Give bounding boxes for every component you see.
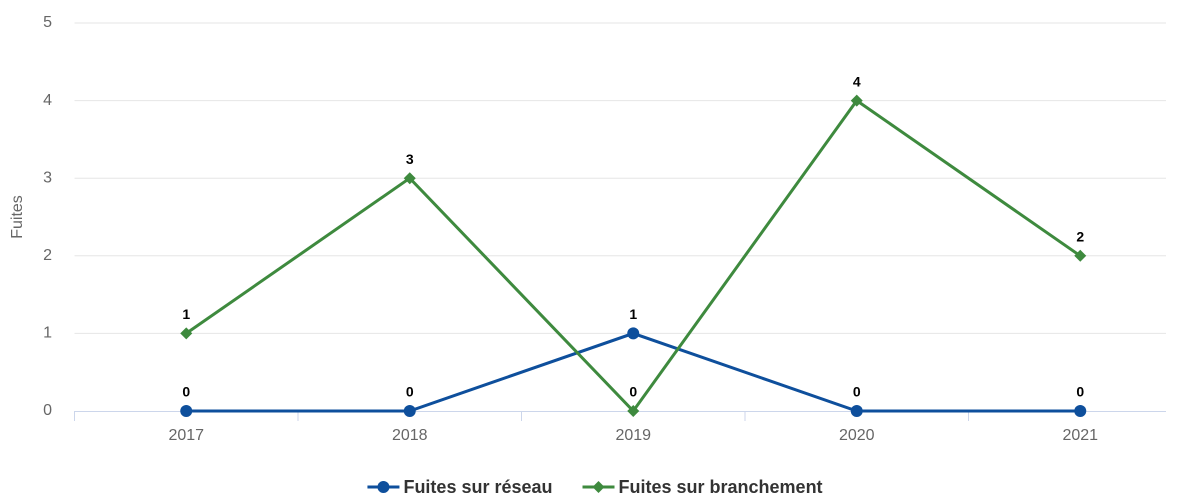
data-label: 0: [853, 384, 861, 400]
x-tick-label: 2020: [839, 427, 875, 444]
y-tick-label: 5: [43, 14, 52, 31]
data-label: 3: [406, 151, 414, 167]
marker: [850, 94, 863, 107]
data-label: 1: [182, 306, 190, 322]
x-tick-label: 2018: [392, 427, 428, 444]
legend-label: Fuites sur branchement: [619, 477, 823, 497]
legend: Fuites sur réseau Fuites sur branchement: [367, 477, 823, 497]
y-tick-label: 3: [43, 169, 52, 186]
marker: [377, 481, 390, 493]
data-label: 4: [853, 73, 861, 89]
y-tick-label: 4: [43, 92, 52, 109]
data-label: 0: [629, 384, 637, 400]
data-label: 0: [182, 384, 190, 400]
data-label: 2: [1076, 229, 1084, 245]
marker: [180, 327, 193, 340]
x-tick-label: 2017: [168, 427, 204, 444]
marker: [1074, 405, 1087, 417]
legend-label: Fuites sur réseau: [403, 477, 552, 497]
marker: [592, 481, 605, 493]
data-label: 1: [629, 306, 637, 322]
y-tick-label: 1: [43, 325, 52, 342]
marker: [403, 172, 416, 185]
data-label: 0: [1076, 384, 1084, 400]
y-tick-label: 2: [43, 247, 52, 264]
x-tick-label: 2021: [1062, 427, 1098, 444]
marker: [403, 405, 416, 417]
marker: [850, 405, 863, 417]
x-tick-label: 2019: [615, 427, 651, 444]
data-label: 0: [406, 384, 414, 400]
y-axis-title: Fuites: [9, 195, 26, 239]
y-tick-label: 0: [43, 402, 52, 419]
marker: [180, 405, 193, 417]
marker: [1074, 249, 1087, 262]
marker: [627, 405, 640, 417]
marker: [627, 327, 640, 340]
